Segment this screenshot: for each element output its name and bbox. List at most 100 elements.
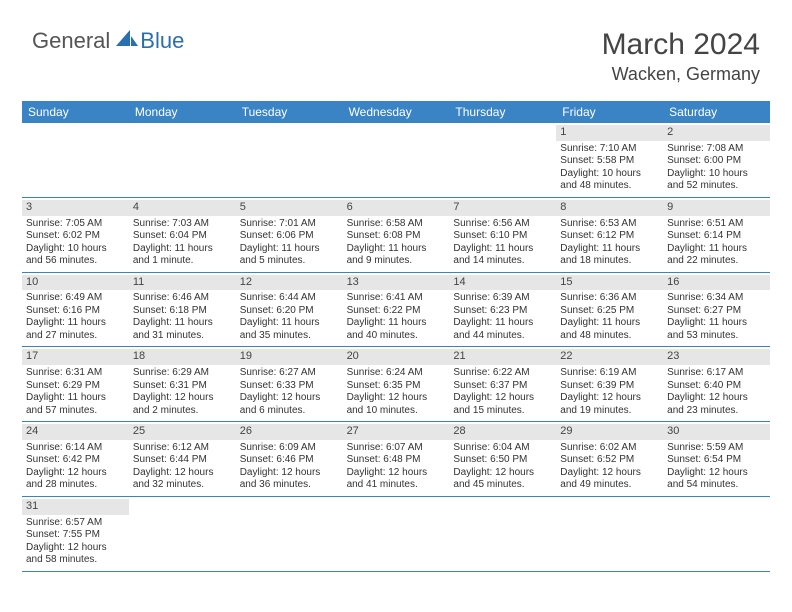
logo-text-blue: Blue — [140, 28, 184, 54]
daylight-line: Daylight: 11 hours and 53 minutes. — [667, 317, 766, 342]
day-number: 1 — [556, 125, 663, 141]
day-header: Wednesday — [343, 101, 450, 123]
day-header: Saturday — [663, 101, 770, 123]
empty-cell — [22, 123, 129, 197]
day-cell: 12Sunrise: 6:44 AMSunset: 6:20 PMDayligh… — [236, 273, 343, 347]
day-cell: 30Sunrise: 5:59 AMSunset: 6:54 PMDayligh… — [663, 422, 770, 496]
sunrise-line: Sunrise: 6:12 AM — [133, 442, 232, 455]
empty-cell — [236, 497, 343, 571]
daylight-line: Daylight: 11 hours and 5 minutes. — [240, 243, 339, 268]
sunset-line: Sunset: 6:31 PM — [133, 380, 232, 393]
day-number: 6 — [343, 200, 450, 216]
sunrise-line: Sunrise: 7:08 AM — [667, 143, 766, 156]
day-cell: 3Sunrise: 7:05 AMSunset: 6:02 PMDaylight… — [22, 198, 129, 272]
day-cell: 28Sunrise: 6:04 AMSunset: 6:50 PMDayligh… — [449, 422, 556, 496]
day-number: 31 — [22, 499, 129, 515]
daylight-line: Daylight: 12 hours and 58 minutes. — [26, 542, 125, 567]
day-cell: 17Sunrise: 6:31 AMSunset: 6:29 PMDayligh… — [22, 347, 129, 421]
day-number: 14 — [449, 275, 556, 291]
day-number: 20 — [343, 349, 450, 365]
empty-cell — [449, 497, 556, 571]
day-cell: 20Sunrise: 6:24 AMSunset: 6:35 PMDayligh… — [343, 347, 450, 421]
day-cell: 19Sunrise: 6:27 AMSunset: 6:33 PMDayligh… — [236, 347, 343, 421]
sunset-line: Sunset: 7:55 PM — [26, 529, 125, 542]
location: Wacken, Germany — [602, 64, 760, 85]
day-number: 11 — [129, 275, 236, 291]
day-cell: 2Sunrise: 7:08 AMSunset: 6:00 PMDaylight… — [663, 123, 770, 197]
daylight-line: Daylight: 12 hours and 2 minutes. — [133, 392, 232, 417]
daylight-line: Daylight: 12 hours and 28 minutes. — [26, 467, 125, 492]
daylight-line: Daylight: 11 hours and 31 minutes. — [133, 317, 232, 342]
daylight-line: Daylight: 11 hours and 1 minute. — [133, 243, 232, 268]
sunrise-line: Sunrise: 6:34 AM — [667, 292, 766, 305]
sunrise-line: Sunrise: 6:09 AM — [240, 442, 339, 455]
daylight-line: Daylight: 11 hours and 22 minutes. — [667, 243, 766, 268]
day-number: 23 — [663, 349, 770, 365]
day-number: 22 — [556, 349, 663, 365]
week-row: 31Sunrise: 6:57 AMSunset: 7:55 PMDayligh… — [22, 497, 770, 572]
day-cell: 5Sunrise: 7:01 AMSunset: 6:06 PMDaylight… — [236, 198, 343, 272]
sunrise-line: Sunrise: 6:36 AM — [560, 292, 659, 305]
weeks-container: 1Sunrise: 7:10 AMSunset: 5:58 PMDaylight… — [22, 123, 770, 572]
sunset-line: Sunset: 6:37 PM — [453, 380, 552, 393]
sunset-line: Sunset: 6:25 PM — [560, 305, 659, 318]
day-number: 17 — [22, 349, 129, 365]
sunrise-line: Sunrise: 6:22 AM — [453, 367, 552, 380]
sunrise-line: Sunrise: 6:02 AM — [560, 442, 659, 455]
sunset-line: Sunset: 6:00 PM — [667, 155, 766, 168]
daylight-line: Daylight: 10 hours and 56 minutes. — [26, 243, 125, 268]
day-cell: 14Sunrise: 6:39 AMSunset: 6:23 PMDayligh… — [449, 273, 556, 347]
daylight-line: Daylight: 12 hours and 32 minutes. — [133, 467, 232, 492]
sunrise-line: Sunrise: 7:03 AM — [133, 218, 232, 231]
day-number: 28 — [449, 424, 556, 440]
daylight-line: Daylight: 12 hours and 41 minutes. — [347, 467, 446, 492]
day-number: 29 — [556, 424, 663, 440]
day-number: 19 — [236, 349, 343, 365]
day-cell: 26Sunrise: 6:09 AMSunset: 6:46 PMDayligh… — [236, 422, 343, 496]
day-number: 9 — [663, 200, 770, 216]
day-number: 30 — [663, 424, 770, 440]
daylight-line: Daylight: 11 hours and 14 minutes. — [453, 243, 552, 268]
sunrise-line: Sunrise: 6:04 AM — [453, 442, 552, 455]
daylight-line: Daylight: 11 hours and 48 minutes. — [560, 317, 659, 342]
day-number: 16 — [663, 275, 770, 291]
sunrise-line: Sunrise: 6:46 AM — [133, 292, 232, 305]
day-number: 8 — [556, 200, 663, 216]
month-title: March 2024 — [602, 28, 760, 62]
sunset-line: Sunset: 6:54 PM — [667, 454, 766, 467]
sunset-line: Sunset: 6:52 PM — [560, 454, 659, 467]
daylight-line: Daylight: 11 hours and 27 minutes. — [26, 317, 125, 342]
sunrise-line: Sunrise: 6:41 AM — [347, 292, 446, 305]
sunrise-line: Sunrise: 5:59 AM — [667, 442, 766, 455]
sunrise-line: Sunrise: 7:01 AM — [240, 218, 339, 231]
sunrise-line: Sunrise: 6:44 AM — [240, 292, 339, 305]
sunrise-line: Sunrise: 6:27 AM — [240, 367, 339, 380]
week-row: 10Sunrise: 6:49 AMSunset: 6:16 PMDayligh… — [22, 273, 770, 348]
sunset-line: Sunset: 6:29 PM — [26, 380, 125, 393]
day-cell: 8Sunrise: 6:53 AMSunset: 6:12 PMDaylight… — [556, 198, 663, 272]
sunrise-line: Sunrise: 6:07 AM — [347, 442, 446, 455]
day-cell: 29 Sunrise: 6:02 AMSunset: 6:52 PMDayligh… — [556, 422, 663, 496]
header: General Blue March 2024 Wacken, Germany — [0, 0, 792, 93]
daylight-line: Daylight: 11 hours and 57 minutes. — [26, 392, 125, 417]
day-number: 13 — [343, 275, 450, 291]
day-number: 21 — [449, 349, 556, 365]
sunrise-line: Sunrise: 7:05 AM — [26, 218, 125, 231]
day-number: 12 — [236, 275, 343, 291]
daylight-line: Daylight: 12 hours and 6 minutes. — [240, 392, 339, 417]
daylight-line: Daylight: 12 hours and 15 minutes. — [453, 392, 552, 417]
sunset-line: Sunset: 6:16 PM — [26, 305, 125, 318]
day-cell: 27Sunrise: 6:07 AMSunset: 6:48 PMDayligh… — [343, 422, 450, 496]
day-header: Tuesday — [236, 101, 343, 123]
sunrise-line: Sunrise: 6:53 AM — [560, 218, 659, 231]
daylight-line: Daylight: 11 hours and 44 minutes. — [453, 317, 552, 342]
daylight-line: Daylight: 12 hours and 49 minutes. — [560, 467, 659, 492]
title-block: March 2024 Wacken, Germany — [602, 28, 760, 85]
day-cell: 1Sunrise: 7:10 AMSunset: 5:58 PMDaylight… — [556, 123, 663, 197]
sunset-line: Sunset: 6:08 PM — [347, 230, 446, 243]
logo-sail-icon — [116, 30, 138, 53]
day-header-row: SundayMondayTuesdayWednesdayThursdayFrid… — [22, 101, 770, 123]
day-cell: 11Sunrise: 6:46 AMSunset: 6:18 PMDayligh… — [129, 273, 236, 347]
empty-cell — [663, 497, 770, 571]
day-number: 24 — [22, 424, 129, 440]
